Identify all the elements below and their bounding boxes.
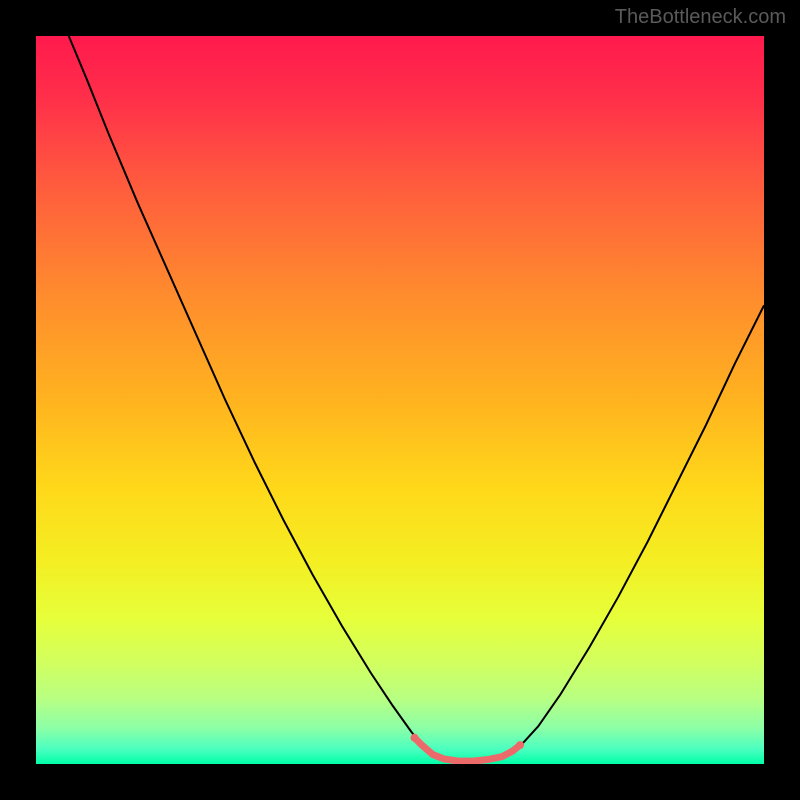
chart-svg xyxy=(36,36,764,764)
watermark-text: TheBottleneck.com xyxy=(615,6,786,29)
chart-plot-area xyxy=(36,36,764,764)
chart-background xyxy=(36,36,764,764)
